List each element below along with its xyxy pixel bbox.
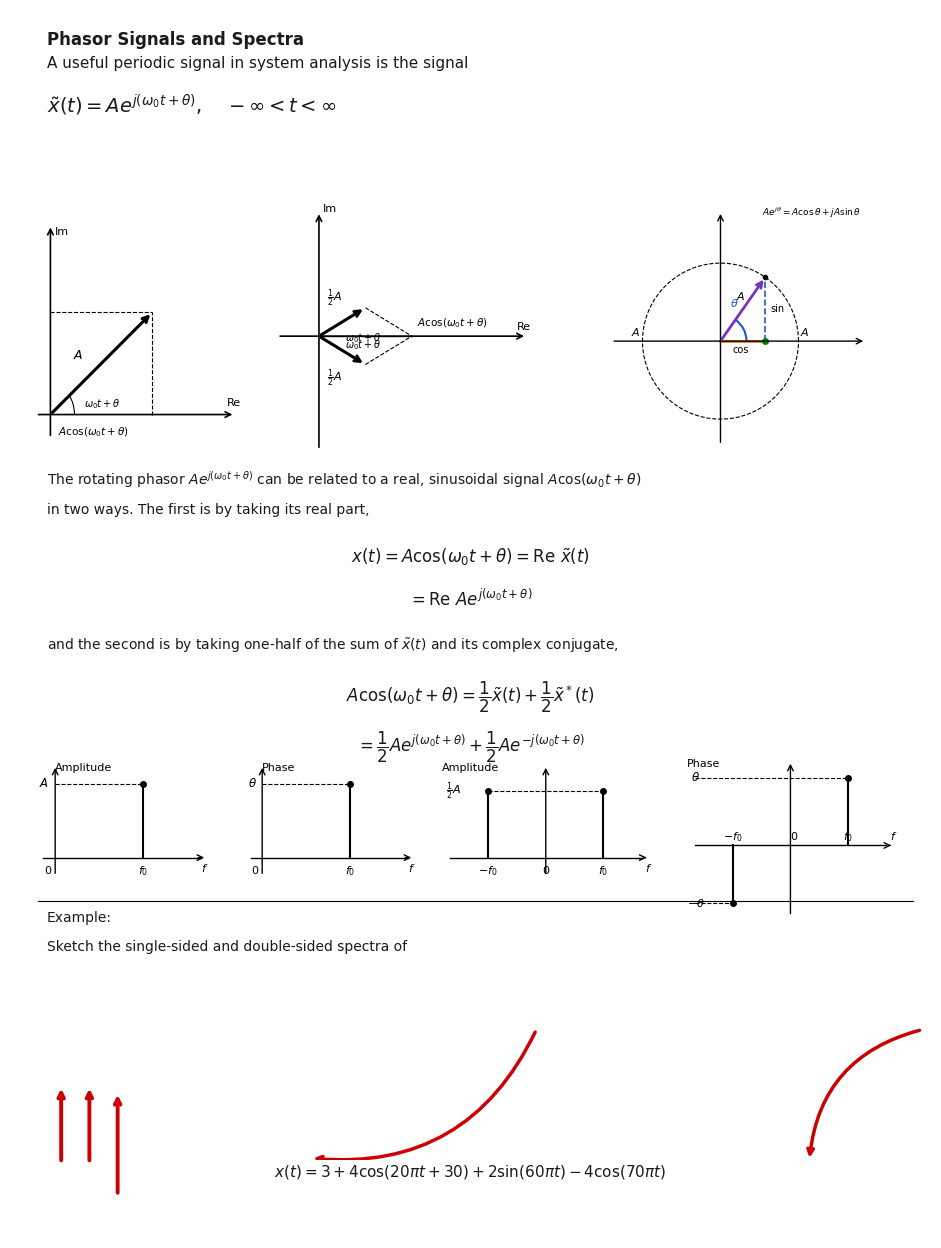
- Text: $\tilde{x}(t) = Ae^{j(\omega_0 t+\theta)},\quad -\infty < t < \infty$: $\tilde{x}(t) = Ae^{j(\omega_0 t+\theta)…: [47, 92, 336, 117]
- Text: $= \dfrac{1}{2}Ae^{j(\omega_0 t+\theta)} + \dfrac{1}{2}Ae^{-j(\omega_0 t+\theta): $= \dfrac{1}{2}Ae^{j(\omega_0 t+\theta)}…: [356, 730, 585, 765]
- Text: $-\theta$: $-\theta$: [687, 897, 705, 909]
- Text: Example:: Example:: [47, 911, 112, 925]
- Text: $0$: $0$: [542, 865, 550, 876]
- Text: in two ways. The first is by taking its real part,: in two ways. The first is by taking its …: [47, 503, 370, 517]
- Text: $A$: $A$: [39, 778, 49, 790]
- Text: $f_0$: $f_0$: [137, 865, 148, 879]
- Text: $-f_0$: $-f_0$: [478, 865, 498, 879]
- Text: Amplitude: Amplitude: [442, 763, 500, 773]
- Text: $\frac{1}{2}A$: $\frac{1}{2}A$: [446, 780, 461, 801]
- Text: $\frac{1}{2}A$: $\frac{1}{2}A$: [327, 368, 343, 389]
- Text: $f$: $f$: [646, 862, 653, 875]
- Text: $f$: $f$: [890, 830, 898, 842]
- Text: Phasor Signals and Spectra: Phasor Signals and Spectra: [47, 31, 304, 49]
- Text: $f$: $f$: [408, 862, 416, 875]
- Text: Phase: Phase: [687, 759, 720, 769]
- Text: Re: Re: [517, 322, 531, 332]
- Text: $Ae^{j\theta} = A\cos\theta + jA\sin\theta$: $Ae^{j\theta} = A\cos\theta + jA\sin\the…: [762, 206, 861, 221]
- Text: $A\cos(\omega_0 t + \theta) = \dfrac{1}{2}\tilde{x}(t) + \dfrac{1}{2}\tilde{x}^*: $A\cos(\omega_0 t + \theta) = \dfrac{1}{…: [346, 680, 595, 715]
- Text: $A$: $A$: [73, 348, 84, 362]
- Text: $\omega_0 t + \theta$: $\omega_0 t + \theta$: [345, 331, 381, 344]
- Text: $x(t) = A\cos(\omega_0 t + \theta) = \operatorname{Re}\,\tilde{x}(t)$: $x(t) = A\cos(\omega_0 t + \theta) = \op…: [351, 547, 590, 568]
- Text: $A$: $A$: [631, 326, 641, 338]
- Text: sin: sin: [771, 305, 785, 314]
- Text: $0$: $0$: [790, 830, 798, 842]
- Text: $f_0$: $f_0$: [843, 830, 853, 844]
- Text: $= \operatorname{Re}\,Ae^{j(\omega_0 t+\theta)}$: $= \operatorname{Re}\,Ae^{j(\omega_0 t+\…: [408, 589, 533, 610]
- Text: $\theta$: $\theta$: [730, 297, 739, 310]
- Text: $A$: $A$: [736, 290, 745, 302]
- Text: $0$: $0$: [44, 865, 53, 876]
- Text: $f_0$: $f_0$: [344, 865, 355, 879]
- Text: $x(t) = 3 + 4\cos(20\pi t + 30) + 2\sin(60\pi t) - 4\cos(70\pi t)$: $x(t) = 3 + 4\cos(20\pi t + 30) + 2\sin(…: [275, 1163, 666, 1181]
- Text: $-f_0$: $-f_0$: [723, 830, 742, 844]
- Text: $f_0$: $f_0$: [598, 865, 609, 879]
- Text: $A\cos(\omega_0 t + \theta)$: $A\cos(\omega_0 t + \theta)$: [58, 426, 130, 439]
- Text: Im: Im: [55, 227, 69, 237]
- Text: $\theta$: $\theta$: [691, 771, 700, 784]
- Text: A useful periodic signal in system analysis is the signal: A useful periodic signal in system analy…: [47, 56, 469, 71]
- Text: The rotating phasor $Ae^{j(\omega_0 t+\theta)}$ can be related to a real, sinuso: The rotating phasor $Ae^{j(\omega_0 t+\t…: [47, 469, 641, 490]
- Text: Sketch the single-sided and double-sided spectra of: Sketch the single-sided and double-sided…: [47, 940, 407, 953]
- Text: $A$: $A$: [800, 326, 809, 338]
- Text: $\omega_0 t + \theta$: $\omega_0 t + \theta$: [345, 338, 381, 352]
- Text: $0$: $0$: [251, 865, 260, 876]
- Text: $\omega_0 t + \theta$: $\omega_0 t + \theta$: [84, 397, 120, 411]
- Text: cos: cos: [732, 344, 749, 354]
- Text: $f$: $f$: [201, 862, 209, 875]
- Text: and the second is by taking one-half of the sum of $\tilde{x}(t)$ and its comple: and the second is by taking one-half of …: [47, 636, 619, 655]
- Text: $A\cos(\omega_0 t + \theta)$: $A\cos(\omega_0 t + \theta)$: [418, 317, 488, 331]
- Text: $\theta$: $\theta$: [247, 778, 257, 790]
- Text: Amplitude: Amplitude: [56, 763, 112, 773]
- Text: Im: Im: [323, 205, 337, 215]
- Text: Phase: Phase: [263, 763, 295, 773]
- Text: Re: Re: [227, 398, 241, 408]
- Text: $\frac{1}{2}A$: $\frac{1}{2}A$: [327, 287, 343, 308]
